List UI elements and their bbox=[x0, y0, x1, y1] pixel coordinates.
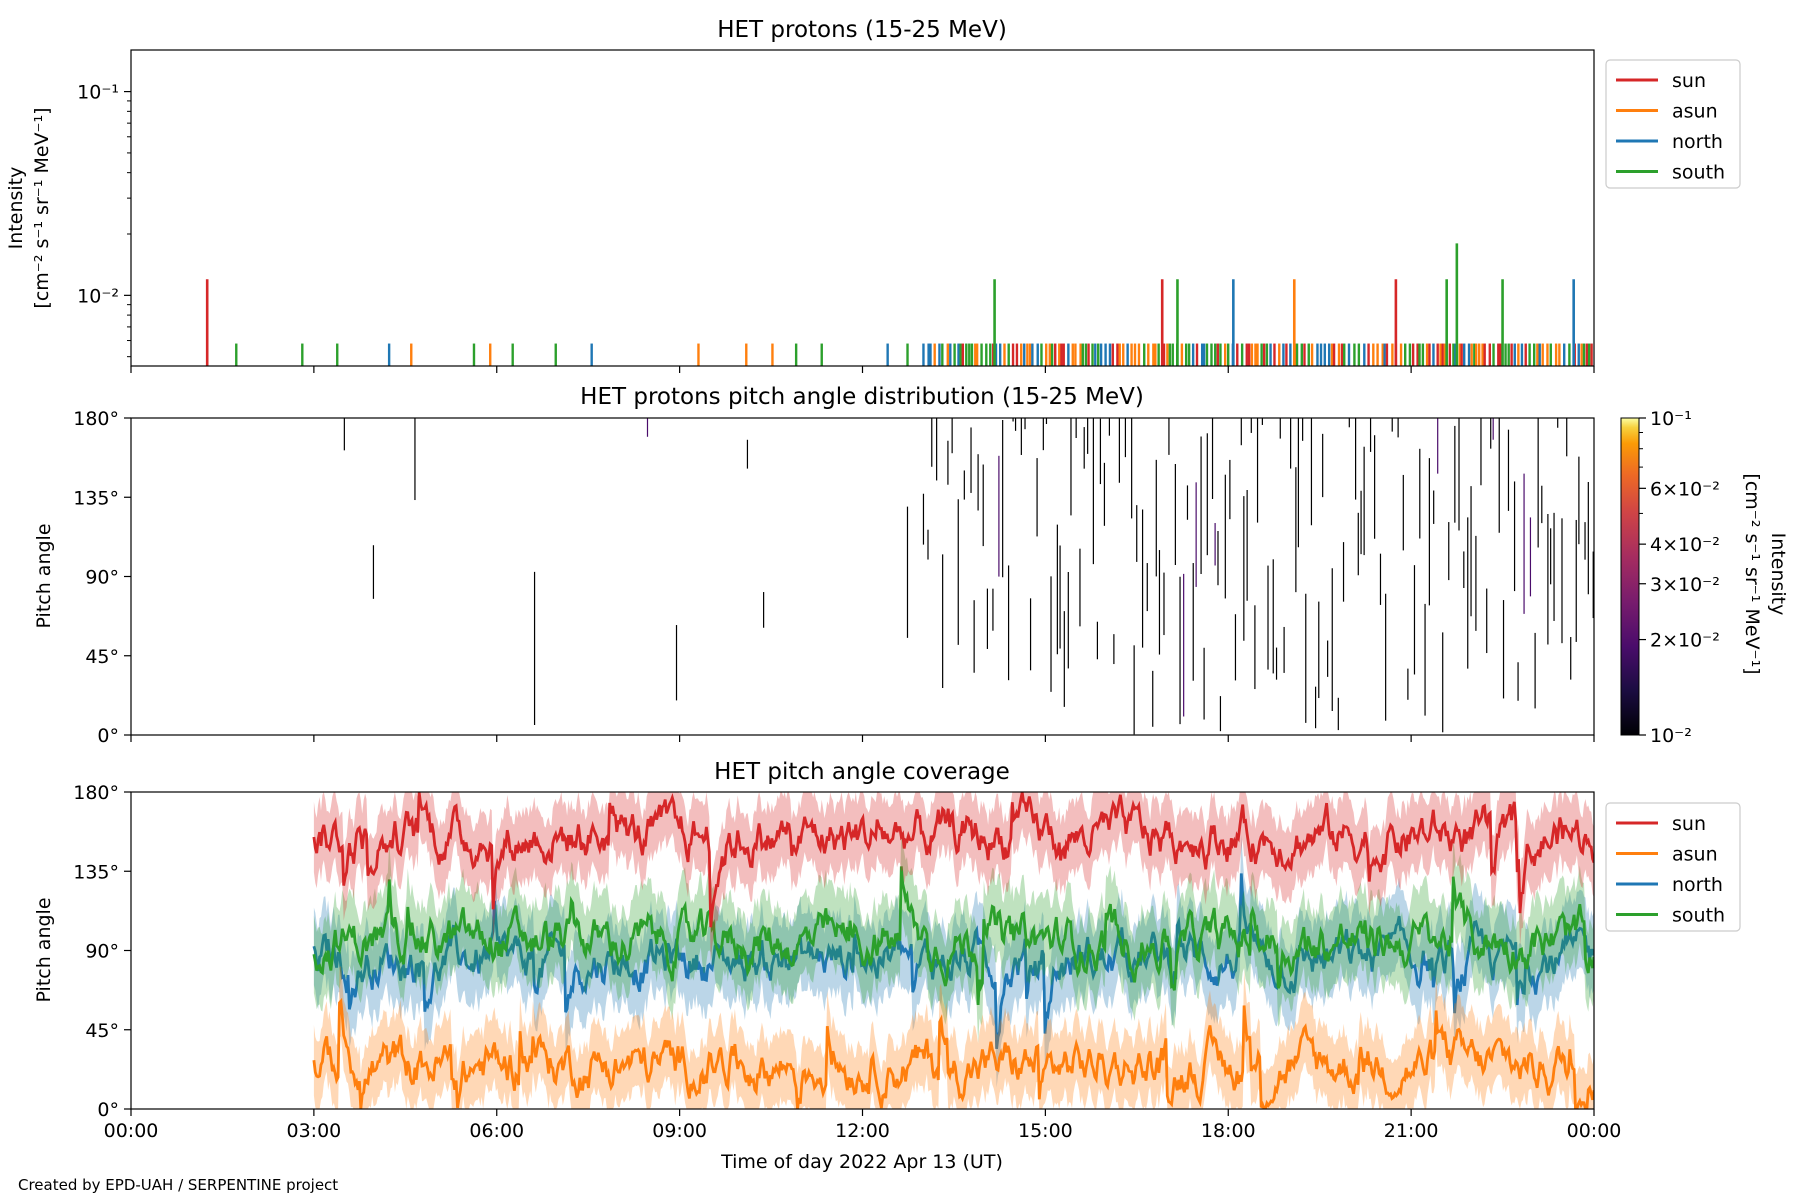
y-tick-label: 45° bbox=[85, 646, 119, 668]
x-tick-label: 03:00 bbox=[286, 1120, 341, 1142]
colorbar-tick-label: 4×10⁻² bbox=[1650, 534, 1720, 556]
legend-label-asun: asun bbox=[1672, 101, 1718, 123]
x-tick-label: 06:00 bbox=[469, 1120, 524, 1142]
panel2-ylabel: Pitch angle bbox=[33, 523, 55, 628]
y-tick-label: 90° bbox=[85, 941, 119, 963]
colorbar-tick-label: 6×10⁻² bbox=[1650, 478, 1720, 500]
panel1-legend: sun asun north south bbox=[1605, 59, 1741, 189]
panel2-title: HET protons pitch angle distribution (15… bbox=[580, 384, 1144, 410]
colorbar-label-line2: [cm⁻² s⁻¹ sr⁻¹ MeV⁻¹] bbox=[1741, 473, 1763, 674]
legend-label-sun: sun bbox=[1672, 813, 1706, 835]
legend-label-south: south bbox=[1672, 905, 1725, 927]
panel1-plot-area bbox=[205, 243, 1593, 366]
x-tick-label: 00:00 bbox=[104, 1120, 159, 1142]
coverage-line-south bbox=[312, 866, 1594, 1005]
panel1-axes: 10⁻¹ 10⁻² bbox=[77, 49, 1595, 373]
y-tick-label: 135° bbox=[73, 861, 119, 883]
y-tick-label: 180° bbox=[73, 782, 119, 804]
legend-box bbox=[1605, 802, 1741, 932]
y-tick-label: 0° bbox=[97, 725, 119, 747]
y-tick-label: 45° bbox=[85, 1020, 119, 1042]
panel3-title: HET pitch angle coverage bbox=[714, 759, 1010, 785]
panel2-plot-area bbox=[343, 418, 1594, 735]
colorbar-label-line1: Intensity bbox=[1767, 533, 1789, 616]
panel-pitch-angle-distribution: HET protons pitch angle distribution (15… bbox=[33, 384, 1789, 747]
colorbar-tick-label: 10⁻² bbox=[1650, 725, 1692, 747]
legend-label-sun: sun bbox=[1672, 70, 1706, 92]
coverage-band-asun bbox=[313, 966, 1594, 1109]
y-tick-label: 90° bbox=[85, 567, 119, 589]
x-tick-label: 00:00 bbox=[1567, 1120, 1622, 1142]
legend-label-north: north bbox=[1672, 131, 1723, 153]
legend-box bbox=[1605, 59, 1741, 189]
panel1-ylabel-line2: [cm⁻² s⁻¹ sr⁻¹ MeV⁻¹] bbox=[31, 107, 53, 308]
y-tick-label: 0° bbox=[97, 1099, 119, 1121]
footer-credit: Created by EPD-UAH / SERPENTINE project bbox=[18, 1176, 339, 1194]
panel3-plot-area bbox=[312, 792, 1594, 1109]
axes-frame bbox=[130, 49, 1595, 367]
coverage-line-sun bbox=[312, 792, 1594, 928]
panel3-axes: 00:00 03:00 06:00 09:00 12:00 15:00 18:00 21:00… bbox=[73, 782, 1621, 1142]
legend-label-north: north bbox=[1672, 874, 1723, 896]
x-axis-label: Time of day 2022 Apr 13 (UT) bbox=[720, 1151, 1003, 1173]
y-tick-label: 180° bbox=[73, 408, 119, 430]
x-tick-label: 15:00 bbox=[1018, 1120, 1073, 1142]
coverage-band-south bbox=[313, 827, 1594, 1044]
y-tick-label: 135° bbox=[73, 487, 119, 509]
legend-label-asun: asun bbox=[1672, 844, 1718, 866]
colorbar-tick-label: 3×10⁻² bbox=[1650, 574, 1720, 596]
x-tick-label: 21:00 bbox=[1384, 1120, 1439, 1142]
x-tick-label: 09:00 bbox=[652, 1120, 707, 1142]
y-tick-label: 10⁻² bbox=[77, 285, 119, 307]
colorbar bbox=[1620, 417, 1640, 736]
x-tick-label: 18:00 bbox=[1201, 1120, 1256, 1142]
colorbar-ticks: 10⁻¹ 6×10⁻² 4×10⁻² 3×10⁻² 2×10⁻² 10⁻² bbox=[1639, 408, 1720, 747]
legend-label-south: south bbox=[1672, 162, 1725, 184]
x-tick-label: 12:00 bbox=[835, 1120, 890, 1142]
coverage-line-asun bbox=[312, 997, 1594, 1109]
panel1-ylabel-line1: Intensity bbox=[5, 167, 27, 250]
panel2-axes: 180° 135° 90° 45° 0° bbox=[73, 408, 1595, 747]
y-tick-label: 10⁻¹ bbox=[77, 82, 119, 104]
panel-intensity: HET protons (15-25 MeV) 10⁻¹ 10⁻² Intensi… bbox=[5, 17, 1741, 373]
panel-pitch-angle-coverage: HET pitch angle coverage 00:00 03:00 06:00… bbox=[33, 759, 1741, 1173]
panel3-ylabel: Pitch angle bbox=[33, 897, 55, 1002]
colorbar-tick-label: 2×10⁻² bbox=[1650, 630, 1720, 652]
panel3-legend: sun asun north south bbox=[1605, 802, 1741, 932]
colorbar-tick-label: 10⁻¹ bbox=[1650, 408, 1692, 430]
panel1-title: HET protons (15-25 MeV) bbox=[717, 17, 1007, 43]
